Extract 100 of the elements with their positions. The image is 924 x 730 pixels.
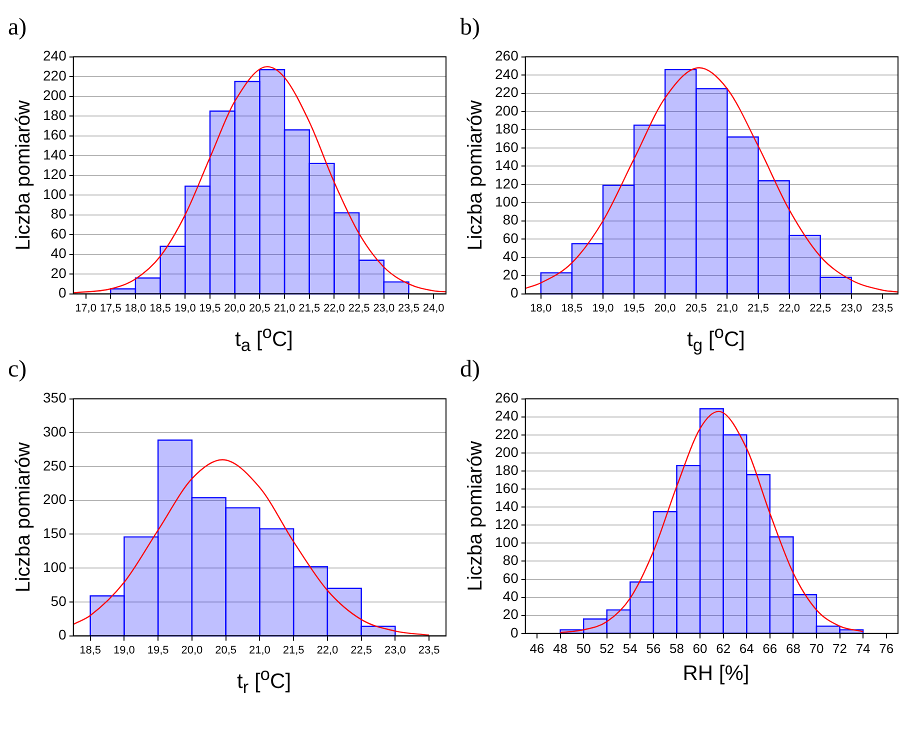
x-tick-label: 23,5 <box>398 302 420 314</box>
x-tick-label: 76 <box>879 640 894 656</box>
x-tick-label: 23,5 <box>418 644 440 656</box>
y-tick-label: 160 <box>43 126 67 143</box>
x-tick-label: 21,5 <box>298 302 320 314</box>
y-tick-label: 180 <box>43 106 67 123</box>
y-tick-label: 150 <box>43 525 67 542</box>
y-tick-label: 200 <box>495 102 519 118</box>
x-tick-label: 19,5 <box>147 644 169 656</box>
y-tick-label: 250 <box>43 457 67 474</box>
x-tick-label: 22,5 <box>350 644 372 656</box>
x-tick-label: 19,5 <box>199 302 221 314</box>
x-tick-label: 21,0 <box>248 644 270 656</box>
y-axis-title: Liczba pomiarów <box>464 440 487 592</box>
y-tick-label: 60 <box>502 570 519 586</box>
x-axis-title: RH [%] <box>682 661 750 687</box>
y-tick-label: 80 <box>502 212 519 228</box>
y-tick-label: 20 <box>50 264 67 281</box>
x-tick-label: 58 <box>670 640 684 656</box>
x-tick-label: 50 <box>576 640 591 656</box>
x-tick-label: 21,5 <box>748 302 769 314</box>
y-tick-label: 240 <box>495 66 519 82</box>
y-tick-label: 100 <box>43 186 67 202</box>
x-tick-label: 22,5 <box>810 302 832 314</box>
y-tick-label: 0 <box>58 626 67 643</box>
x-tick-label: 17,5 <box>100 302 122 314</box>
y-tick-label: 140 <box>495 498 519 514</box>
x-tick-label: 46 <box>530 640 544 656</box>
y-tick-label: 200 <box>495 444 519 460</box>
y-tick-label: 50 <box>50 592 67 609</box>
y-tick-label: 140 <box>43 146 67 162</box>
y-tick-label: 160 <box>495 138 519 155</box>
y-tick-label: 60 <box>502 230 519 246</box>
y-tick-label: 220 <box>495 84 519 100</box>
y-tick-label: 20 <box>502 606 519 622</box>
y-tick-label: 300 <box>43 424 67 440</box>
x-tick-label: 18,5 <box>80 644 102 656</box>
x-tick-label: 72 <box>832 640 848 656</box>
x-tick-label: 21,0 <box>716 302 738 314</box>
x-tick-label: 54 <box>622 640 638 656</box>
x-tick-label: 56 <box>646 640 661 656</box>
x-tick-label: 21,0 <box>274 302 296 314</box>
x-tick-label: 20,5 <box>685 302 707 314</box>
chart-title: b) <box>460 14 480 41</box>
x-tick-label: 23,5 <box>872 302 894 314</box>
chart-title: c) <box>8 356 27 383</box>
x-tick-label: 20,5 <box>215 644 237 656</box>
x-tick-label: 23,0 <box>840 302 862 314</box>
y-tick-label: 180 <box>495 120 519 137</box>
y-tick-label: 240 <box>495 408 519 424</box>
x-axis-title: t$_{a}$ [$^{o}$C] <box>234 321 294 356</box>
x-tick-label: 20,0 <box>224 302 246 314</box>
y-tick-label: 120 <box>43 166 67 182</box>
y-tick-label: 120 <box>495 175 519 192</box>
y-axis-title: Liczba pomiarów <box>12 442 35 592</box>
y-tick-label: 100 <box>495 534 519 550</box>
x-tick-label: 22,0 <box>778 302 800 314</box>
chart-title: a) <box>8 14 27 41</box>
x-tick-label: 60 <box>692 640 708 656</box>
x-tick-label: 19,5 <box>623 302 645 314</box>
x-tick-label: 22,0 <box>323 302 345 314</box>
y-tick-label: 260 <box>495 48 519 64</box>
x-tick-label: 64 <box>739 640 754 656</box>
x-tick-label: 19,0 <box>174 302 196 314</box>
y-tick-label: 140 <box>495 157 519 174</box>
y-tick-label: 40 <box>502 248 519 264</box>
x-tick-label: 22,5 <box>348 302 370 314</box>
y-tick-label: 100 <box>495 194 519 210</box>
x-tick-label: 18,5 <box>150 302 172 314</box>
y-tick-label: 80 <box>502 552 519 568</box>
x-tick-label: 24,0 <box>422 302 444 314</box>
x-tick-label: 62 <box>716 640 731 656</box>
y-tick-label: 220 <box>495 426 519 442</box>
x-tick-label: 48 <box>553 640 568 656</box>
x-axis-title: t$_{r}$ [$^{o}$C] <box>236 663 292 698</box>
y-tick-label: 350 <box>43 390 67 406</box>
y-tick-label: 240 <box>43 48 67 64</box>
x-tick-label: 17,0 <box>75 302 96 314</box>
x-tick-label: 68 <box>786 640 800 656</box>
x-tick-label: 20,5 <box>248 302 270 314</box>
y-tick-label: 20 <box>502 266 519 282</box>
x-tick-label: 23,0 <box>384 644 406 656</box>
x-tick-label: 18,5 <box>561 302 583 314</box>
y-axis-title: Liczba pomiarów <box>12 100 35 250</box>
x-tick-label: 21,5 <box>282 644 304 656</box>
y-tick-label: 200 <box>43 87 67 104</box>
line-series <box>73 459 430 636</box>
y-tick-label: 100 <box>43 558 67 575</box>
x-tick-label: 18,0 <box>124 302 146 314</box>
x-tick-label: 66 <box>762 640 778 656</box>
y-tick-label: 160 <box>495 480 519 496</box>
x-tick-label: 70 <box>809 640 824 656</box>
x-tick-label: 18,0 <box>530 302 552 314</box>
y-tick-label: 120 <box>495 516 519 532</box>
x-tick-label: 52 <box>600 640 614 656</box>
y-tick-label: 260 <box>495 390 519 406</box>
y-tick-label: 200 <box>43 491 67 508</box>
x-tick-label: 20,0 <box>654 302 676 314</box>
chart-title: d) <box>460 356 480 383</box>
y-tick-label: 220 <box>43 67 67 84</box>
